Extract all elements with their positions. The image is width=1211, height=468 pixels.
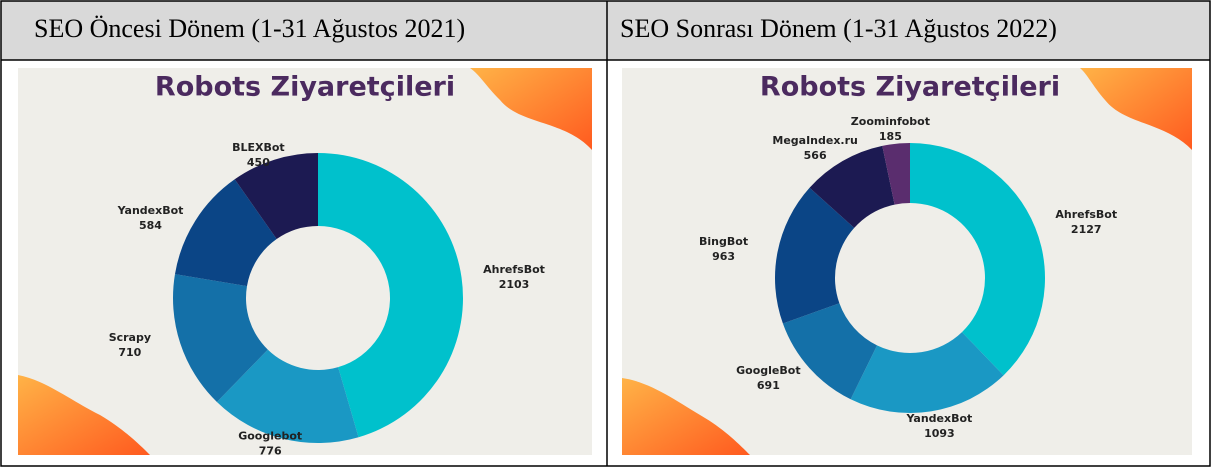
slice-name: Googlebot [238,430,302,443]
donut-slice [216,349,359,443]
donut-slice [882,143,910,205]
slice-name: BLEXBot [232,141,285,154]
slice-value: 710 [118,346,141,359]
chart-title: Robots Ziyaretçileri [155,72,455,103]
slice-value: 1093 [924,427,955,440]
decoration [18,375,150,455]
donut-slice [809,145,895,228]
donut-slice [910,143,1045,376]
slice-value: 963 [712,250,735,263]
decoration [470,68,592,150]
donut-slice [234,153,318,240]
donut-slice [173,274,268,402]
slice-value: 450 [247,156,270,169]
slice-value: 584 [139,219,162,232]
slice-name: AhrefsBot [483,263,545,276]
donut-slice [318,153,463,438]
slice-name: Scrapy [109,331,151,344]
donut-slice [774,187,855,324]
chart-title: Robots Ziyaretçileri [760,72,1060,103]
header-row [1,1,1210,60]
slice-value: 691 [757,379,780,392]
slice-name: BingBot [699,235,748,248]
slice-value: 185 [879,130,902,143]
slice-name: Zoominfobot [851,115,930,128]
decoration [622,378,750,455]
slice-name: AhrefsBot [1055,208,1117,221]
header-cell: SEO Sonrası Dönem (1-31 Ağustos 2022) [620,14,1057,43]
slice-name: YandexBot [905,412,972,425]
slice-value: 776 [259,445,282,458]
slice-value: 566 [804,149,827,162]
slice-name: MegaIndex.ru [772,134,858,147]
slice-name: YandexBot [117,204,184,217]
decoration [1080,68,1192,150]
slice-value: 2127 [1071,223,1102,236]
donut-slice [782,303,878,400]
header-cell: SEO Öncesi Dönem (1-31 Ağustos 2021) [34,14,465,43]
slice-value: 2103 [499,278,530,291]
donut-slice [850,332,1004,414]
slice-name: GoogleBot [736,364,800,377]
donut-slice [174,179,277,287]
